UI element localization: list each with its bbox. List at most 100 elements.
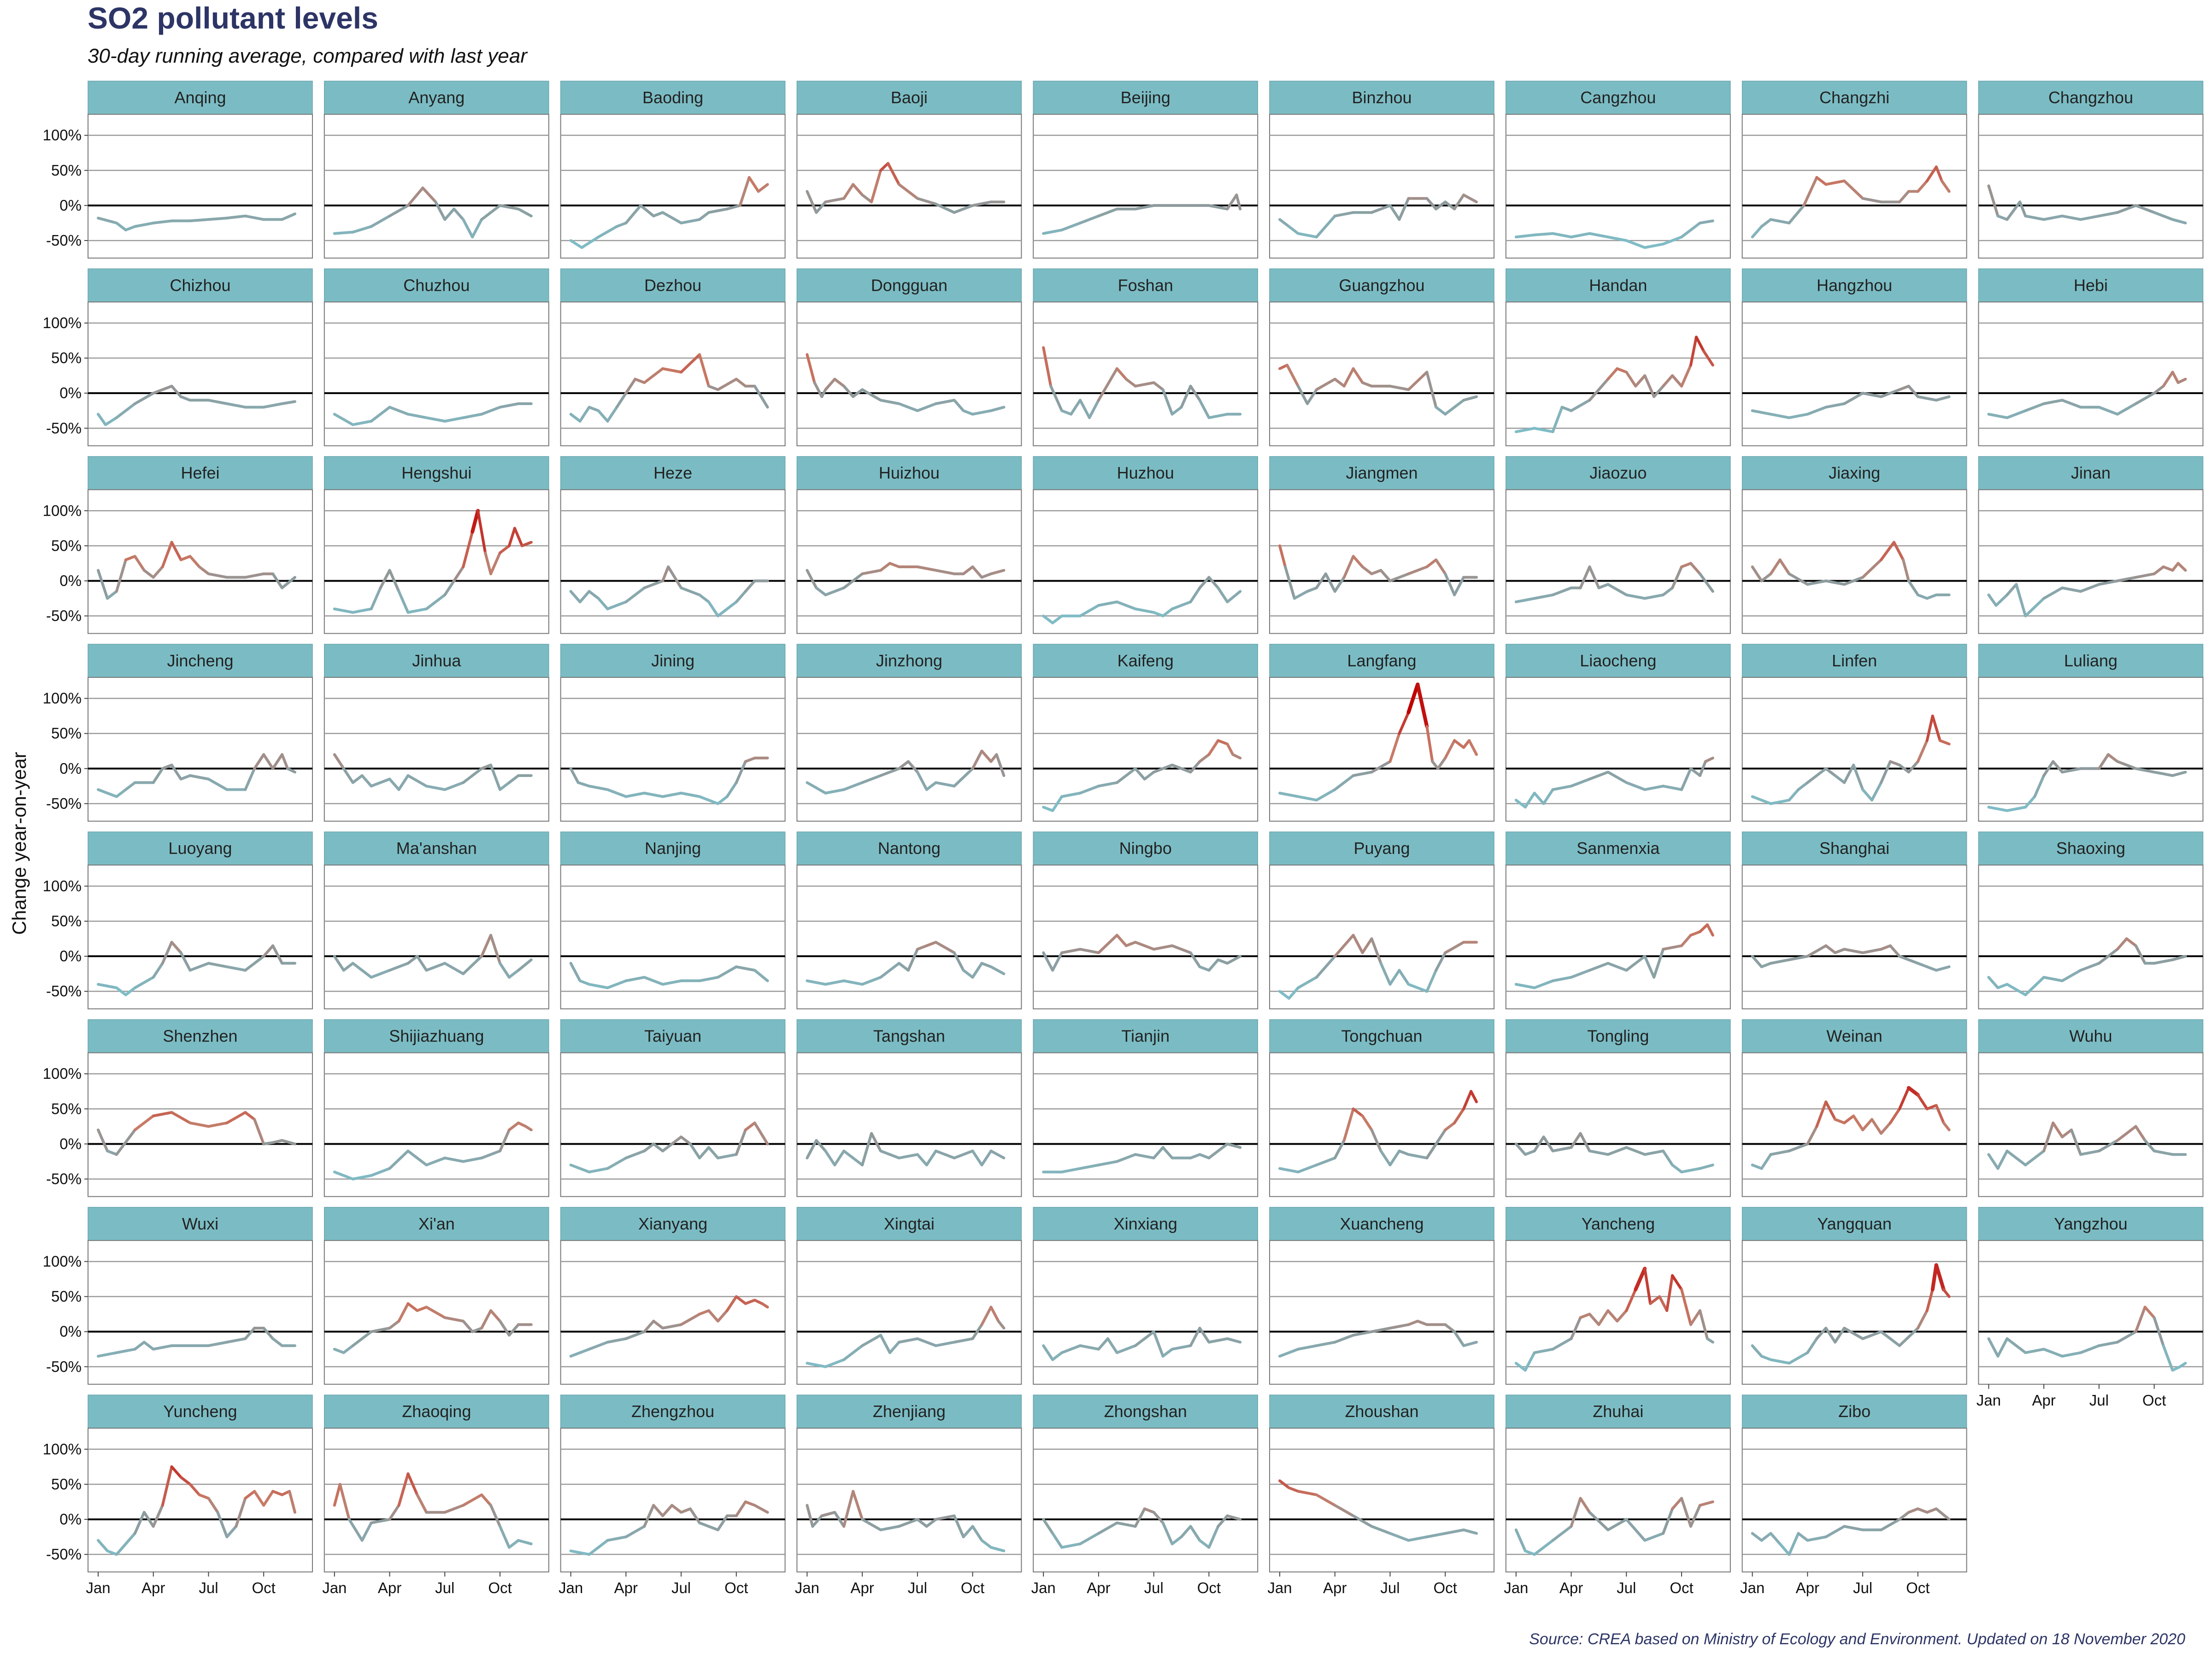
x-tick-label: Jul	[199, 1579, 218, 1596]
facet-strip-label: Nanjing	[645, 839, 701, 858]
series-line-segment	[207, 1497, 219, 1514]
series-line-segment	[244, 1111, 256, 1121]
series-line-segment	[1370, 1128, 1382, 1153]
series-line-segment	[1824, 402, 1846, 409]
series-line-segment	[1462, 1090, 1473, 1111]
series-line-segment	[1171, 944, 1192, 954]
series-line-segment	[207, 572, 229, 579]
series-line-segment	[1352, 1514, 1373, 1528]
series-line-segment	[1406, 682, 1420, 714]
facet-strip-label: Jinzhong	[876, 651, 942, 670]
series-line-segment	[1070, 399, 1082, 416]
x-tick-label: Apr	[2032, 1392, 2055, 1409]
series-line-segment	[462, 1319, 474, 1333]
series-line-segment	[1425, 1128, 1447, 1159]
facet-panel-frame	[796, 865, 1022, 1010]
series-line-segment	[2079, 962, 2100, 972]
series-line-segment	[716, 600, 738, 618]
facet-strip	[1741, 1019, 1967, 1053]
series-line-segment	[934, 781, 956, 788]
series-line-segment	[897, 1153, 919, 1159]
series-line-segment	[1361, 1114, 1373, 1131]
series-line-segment	[443, 207, 456, 221]
series-line-segment	[1643, 1267, 1652, 1305]
x-tick-label: Apr	[378, 1579, 401, 1596]
series-line-segment	[606, 406, 618, 423]
series-line-segment	[2177, 377, 2187, 384]
series-line-segment	[262, 944, 275, 958]
series-line-segment	[1370, 1525, 1392, 1535]
series-line-segment	[2006, 200, 2022, 221]
series-line-segment	[499, 962, 511, 979]
series-line-segment	[824, 788, 846, 794]
series-line-segment	[624, 1330, 646, 1340]
series-line-segment	[1097, 1160, 1118, 1166]
facet-panel-frame	[1978, 677, 2204, 822]
series-line-segment	[842, 183, 855, 200]
series-line-segment	[1824, 767, 1837, 777]
facet-strip	[1741, 1207, 1967, 1241]
series-line-segment	[1606, 1518, 1628, 1531]
series-line-segment	[1152, 1511, 1165, 1524]
series-line-segment	[262, 1327, 275, 1340]
series-line-segment	[1680, 221, 1701, 239]
series-line-segment	[397, 1472, 410, 1507]
series-line-segment	[152, 565, 164, 579]
series-line-segment	[2061, 214, 2082, 221]
series-line-segment	[1435, 558, 1447, 576]
facet-strip	[1506, 1394, 1731, 1429]
series-line-segment	[1551, 784, 1573, 791]
series-line-segment	[370, 1518, 391, 1524]
series-line-segment	[225, 1525, 238, 1538]
x-tick-label: Jan	[322, 1579, 347, 1596]
series-line-segment	[1706, 923, 1714, 937]
series-line-segment	[1806, 579, 1828, 586]
series-line-segment	[1935, 395, 1951, 402]
series-line-segment	[225, 1111, 247, 1124]
series-line-segment	[1689, 767, 1701, 777]
series-line-segment	[824, 1149, 836, 1166]
y-tick-label: 100%	[43, 502, 82, 519]
series-line-segment	[370, 969, 391, 979]
series-line-segment	[1444, 1121, 1456, 1131]
series-line-segment	[1379, 962, 1392, 986]
series-line-segment	[124, 986, 136, 996]
series-line-segment	[980, 1306, 993, 1326]
series-line-segment	[1898, 1511, 1910, 1521]
series-line-segment	[615, 221, 628, 228]
series-line-segment	[1217, 1514, 1229, 1528]
series-line-segment	[1051, 614, 1064, 624]
series-line-segment	[1940, 179, 1951, 193]
series-line-segment	[1880, 1330, 1901, 1347]
series-line-segment	[1760, 218, 1772, 228]
series-line-segment	[1916, 1093, 1929, 1111]
series-line-segment	[1706, 1337, 1714, 1344]
series-line-segment	[397, 774, 410, 791]
series-line-segment	[1161, 1521, 1174, 1546]
series-line-segment	[2052, 760, 2064, 774]
series-line-segment	[1407, 1535, 1429, 1542]
series-line-segment	[281, 400, 296, 405]
series-line-segment	[1296, 1490, 1318, 1496]
series-line-segment	[643, 1319, 655, 1333]
series-line-segment	[1333, 377, 1346, 388]
series-line-segment	[1806, 1125, 1818, 1146]
facet-strip	[796, 1019, 1022, 1053]
series-line-segment	[1115, 1153, 1137, 1163]
series-line-segment	[1524, 1549, 1536, 1556]
series-line-segment	[652, 1142, 665, 1153]
series-line-segment	[707, 600, 719, 618]
facet-panel: Xinxiang	[1033, 1207, 1259, 1385]
series-line-segment	[2178, 1362, 2187, 1368]
facet-strip	[324, 81, 549, 115]
series-line-segment	[517, 207, 533, 218]
facet-strip-label: Xuancheng	[1340, 1214, 1424, 1233]
series-line-segment	[861, 569, 882, 576]
series-line-segment	[1180, 384, 1192, 409]
series-line-segment	[443, 962, 465, 976]
facet-strip-label: Wuxi	[182, 1214, 218, 1233]
series-line-segment	[1470, 1090, 1478, 1103]
series-line-segment	[2097, 579, 2119, 586]
series-line-segment	[989, 406, 1006, 412]
series-line-segment	[253, 753, 265, 770]
